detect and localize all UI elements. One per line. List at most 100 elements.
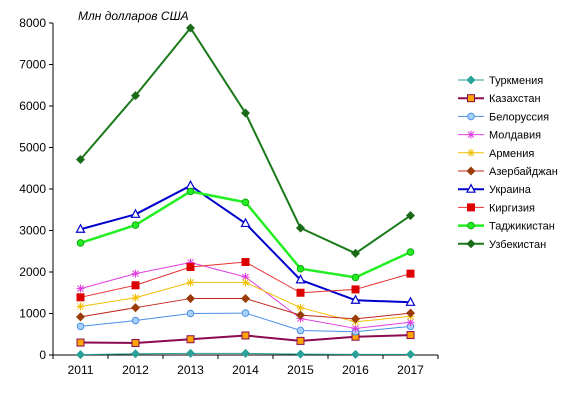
data-point xyxy=(131,221,140,229)
data-point xyxy=(186,258,195,267)
y-tick-label: 5000 xyxy=(19,141,46,155)
data-point xyxy=(76,322,85,331)
data-point xyxy=(296,336,305,345)
data-point xyxy=(241,331,250,340)
y-tick-label: 6000 xyxy=(19,99,46,113)
data-point xyxy=(130,349,141,359)
series-layer xyxy=(75,23,416,360)
data-point xyxy=(295,274,306,284)
legend-item: Киргизия xyxy=(458,202,535,214)
data-point xyxy=(351,285,360,294)
data-point xyxy=(185,294,196,304)
data-point xyxy=(295,310,306,320)
x-tick-label: 2014 xyxy=(232,363,259,377)
x-tick-label: 2016 xyxy=(342,363,369,377)
data-point xyxy=(406,331,415,340)
series-2 xyxy=(76,331,415,347)
legend-label: Киргизия xyxy=(489,202,535,214)
data-point xyxy=(240,108,251,118)
data-point xyxy=(130,208,141,218)
legend-label: Казахстан xyxy=(489,93,541,105)
data-point xyxy=(75,155,86,165)
legend-item: Казахстан xyxy=(458,93,541,105)
axes: 0 1000 2000 3000 4000 5000 6000 7000 8000 2011 201… xyxy=(19,16,439,377)
legend-marker xyxy=(466,75,476,85)
data-point xyxy=(131,281,140,290)
legend-item: Таджикистан xyxy=(458,221,555,233)
legend-item: Молдавия xyxy=(458,130,541,142)
data-point xyxy=(405,296,416,306)
series-3 xyxy=(76,309,415,336)
y-tick-label: 3000 xyxy=(19,224,46,238)
data-point xyxy=(350,349,361,359)
legend-marker xyxy=(467,221,475,230)
legend-label: Туркмения xyxy=(489,75,543,87)
series-8 xyxy=(76,258,415,302)
series-1 xyxy=(75,348,416,360)
data-point xyxy=(131,293,140,302)
data-point xyxy=(131,338,140,347)
data-point xyxy=(351,273,360,282)
legend-label: Белоруссия xyxy=(489,111,549,123)
data-point xyxy=(241,278,250,287)
series-6 xyxy=(75,294,416,324)
x-tick-label: 2011 xyxy=(68,363,94,377)
legend-item: Азербайджан xyxy=(458,166,558,178)
data-point xyxy=(186,335,195,344)
legend-item: Армения xyxy=(458,148,534,160)
data-point xyxy=(406,269,415,278)
data-point xyxy=(350,314,361,324)
data-point xyxy=(75,350,86,360)
data-point xyxy=(406,248,415,256)
legend-marker xyxy=(466,183,476,193)
legend-marker xyxy=(466,239,476,249)
legend-item: Украина xyxy=(458,183,532,196)
legend-label: Армения xyxy=(489,148,534,160)
y-tick-label: 1000 xyxy=(19,307,46,321)
data-point xyxy=(186,187,195,196)
data-point xyxy=(130,303,141,313)
data-point xyxy=(131,316,140,325)
legend-marker xyxy=(467,94,475,103)
data-point xyxy=(131,269,140,278)
chart-title: Млн долларов США xyxy=(78,9,189,23)
legend-label: Украина xyxy=(489,184,532,196)
data-point xyxy=(76,293,85,302)
data-point xyxy=(405,308,416,318)
series-7 xyxy=(75,179,416,306)
data-point xyxy=(296,303,305,312)
data-point xyxy=(186,278,195,287)
data-point xyxy=(241,198,250,207)
data-point xyxy=(185,179,196,190)
legend-label: Азербайджан xyxy=(489,166,558,178)
data-point xyxy=(296,288,305,297)
series-9 xyxy=(76,187,415,282)
data-point xyxy=(76,239,85,247)
x-tick-label: 2013 xyxy=(177,363,204,377)
legend-marker xyxy=(467,148,475,157)
data-point xyxy=(240,217,251,228)
y-tick-label: 7000 xyxy=(19,58,46,72)
legend-marker xyxy=(467,130,475,139)
data-point xyxy=(351,324,360,333)
data-point xyxy=(76,302,85,311)
data-point xyxy=(185,348,196,358)
data-point xyxy=(241,272,250,281)
legend-label: Молдавия xyxy=(489,130,541,142)
data-point xyxy=(405,211,416,221)
y-tick-label: 4000 xyxy=(19,182,46,196)
legend-marker xyxy=(466,166,476,176)
y-tick-label: 0 xyxy=(39,348,46,362)
data-point xyxy=(295,223,306,233)
legend-label: Узбекистан xyxy=(489,239,546,251)
legend: Туркмения Казахстан Белоруссия Молдавия Арме… xyxy=(458,75,558,251)
data-point xyxy=(241,309,250,317)
data-point xyxy=(76,284,85,293)
data-point xyxy=(406,318,415,327)
x-tick-label: 2015 xyxy=(287,363,314,377)
data-point xyxy=(350,248,361,258)
legend-item: Туркмения xyxy=(458,75,543,87)
data-point xyxy=(76,338,85,347)
data-point xyxy=(75,312,86,322)
data-point xyxy=(240,294,251,304)
